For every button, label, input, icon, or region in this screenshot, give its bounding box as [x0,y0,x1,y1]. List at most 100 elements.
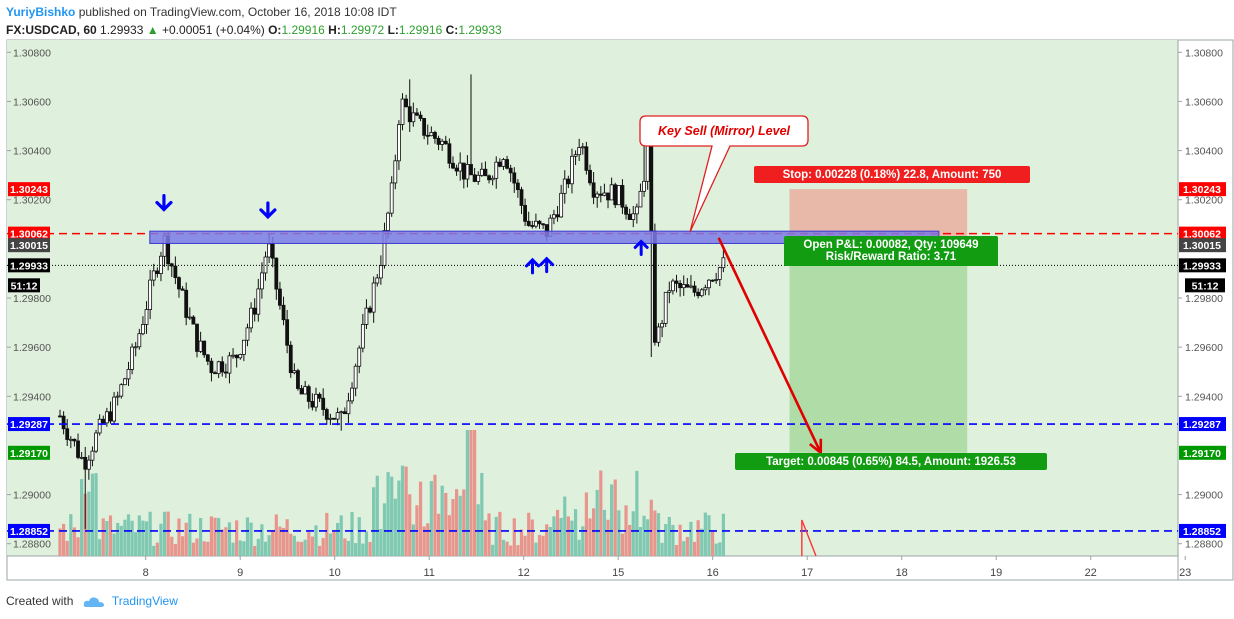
price-chart[interactable]: 1.30800 1.30800 1.30600 1.30600 1.30400 1.304… [0,0,1234,590]
pnl-label-text: Open P&L: 0.00082, Qty: 109649 [803,239,978,251]
price-tag-left [8,182,50,197]
volume-bar [649,499,653,556]
pnl-label-box [784,236,998,266]
price-tag-right [1179,258,1226,273]
volume-bars [58,430,725,556]
price-tag-right [1179,182,1226,197]
volume-bar [263,541,268,556]
candle-body [505,159,509,169]
candle-body [721,257,726,269]
candle-body [350,387,354,402]
x-tick-label: 8 [143,567,149,579]
candle-body [119,384,124,397]
cloud-icon [83,597,104,607]
candle-body [202,340,207,356]
volume-bar [646,519,650,556]
price-tag-right [1179,523,1226,538]
volume-bar [400,465,405,556]
candle-body [328,417,333,420]
volume-bar [667,516,671,556]
candle-body [624,206,628,215]
volume-bar [217,517,221,556]
volume-bar [426,523,430,556]
volume-bar [76,537,80,556]
volume-bar [249,522,253,556]
volume-bar [188,513,192,556]
candle-body [173,265,178,279]
candle-body [260,272,264,290]
candle-body [678,282,683,289]
volume-bar [721,513,725,556]
volume-bar [512,518,516,556]
candle-body [223,371,228,374]
volume-bar [382,503,387,556]
price-tag-right-text: 1.29933 [1183,260,1221,272]
x-tick-label: 10 [329,567,341,579]
candle-body [404,98,409,108]
candle-body [371,282,376,313]
x-tick-label: 12 [518,567,530,579]
candle-body [515,182,520,191]
candle-body [638,190,643,208]
candle-body [364,307,369,325]
volume-bar [638,526,643,556]
candle-body [220,361,225,373]
volume-bar [527,512,531,556]
volume-bar [317,545,322,556]
volume-bar [346,540,351,556]
candle-body [541,223,546,226]
volume-bar [321,538,325,556]
candle-body [645,145,650,182]
volume-bar [465,430,470,556]
candle-body [209,360,214,374]
y-tick-label-left: 1.29400 [13,391,51,403]
candle-body [285,319,290,346]
candle-body [104,411,109,424]
author-name[interactable]: YuriyBishko [6,5,76,19]
candle-body [317,393,322,399]
candle-body [685,284,690,288]
position-marker-icon [801,519,817,557]
candle-body [609,184,614,201]
volume-bar [703,512,707,556]
volume-bar [285,519,289,556]
volume-bar [62,523,66,556]
candle-body [321,397,326,410]
candle-body [580,146,585,149]
y-tick-label-right: 1.30200 [1185,195,1223,207]
candle-body [526,220,531,226]
volume-bar [653,510,657,556]
volume-bar [685,536,689,556]
volume-bar [714,543,718,556]
candle-body [512,172,517,184]
candle-body [198,340,203,352]
volume-bar [289,533,293,556]
candle-body [378,265,383,279]
price-tag-right-text: 1.30015 [1183,240,1221,252]
volume-bar [336,522,340,556]
volume-bar [519,529,524,556]
candle-body [288,344,293,374]
pnl-label-text: Risk/Reward Ratio: 3.71 [826,251,957,263]
x-tick-label: 11 [423,567,434,579]
price-tag-left [8,226,50,241]
price-tag-right [1179,445,1226,460]
volume-bar [170,536,174,556]
volume-bar [656,513,661,556]
candle-body [699,289,704,297]
tradingview-link[interactable]: TradingView [111,594,178,608]
volume-bar [108,515,113,556]
volume-bar [368,541,372,556]
volume-bar [65,540,69,556]
price-tag-left-text: 1.29287 [10,419,48,431]
projection-line [717,237,822,454]
candle-body [479,168,484,176]
price-tag-left [8,523,50,538]
volume-bar [343,538,347,556]
y-tick-label-right: 1.30400 [1185,146,1223,158]
candle-body [454,167,459,172]
symbol-name: FX:USDCAD, 60 [6,23,97,37]
candle-body [141,324,145,335]
volume-bar [328,533,333,556]
countdown-right-text: 51:12 [1192,280,1219,292]
